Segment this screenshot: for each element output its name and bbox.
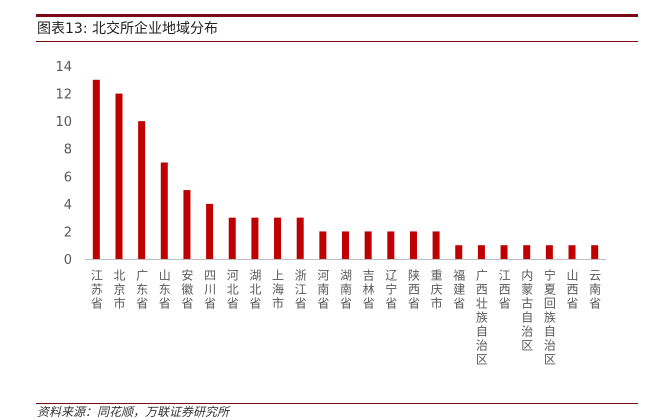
bar [364, 231, 372, 259]
x-tick-label: 浙江省 [293, 269, 307, 311]
x-axis-labels: 江苏省 北京市 广东省 山东省 安徽省 四川省 河北省 湖北省 上海市 浙江省 河南省 湖南省 吉林省辽… [89, 268, 601, 367]
x-tick-label: 广西壮族自治区 [474, 269, 488, 367]
y-tick-label: 6 [64, 170, 72, 185]
bar [455, 245, 463, 259]
x-tick-label: 宁夏回族自治区 [542, 268, 556, 367]
x-tick-label: 陕西省 [406, 268, 420, 311]
bar [115, 93, 123, 259]
y-axis-ticks: 0 2 4 6 8 10 12 14 [55, 60, 72, 268]
bar [523, 245, 531, 259]
y-tick-label: 2 [64, 225, 72, 240]
bar [160, 162, 168, 259]
figure-title: 图表13: 北交所企业地域分布 [37, 21, 218, 37]
y-tick-label: 14 [55, 60, 72, 75]
bar [432, 231, 440, 259]
bottom-rule [36, 403, 638, 404]
bar [251, 217, 259, 259]
x-tick-label: 重庆市 [429, 269, 443, 311]
x-tick-label: 山西省 [565, 269, 579, 311]
y-tick-label: 0 [64, 253, 72, 268]
x-tick-label: 湖北省 [248, 268, 262, 311]
bar [568, 245, 576, 259]
x-tick-label: 吉林省 [361, 269, 375, 311]
bar [409, 231, 417, 259]
bar [138, 121, 146, 260]
x-tick-label: 江西省 [497, 269, 511, 311]
bar [500, 245, 508, 259]
y-tick-label: 4 [64, 198, 72, 213]
x-tick-label: 安徽省 [180, 268, 194, 311]
y-tick-label: 12 [55, 88, 72, 103]
bars [92, 79, 599, 260]
bar [92, 79, 100, 260]
x-tick-label: 广东省 [135, 269, 149, 311]
bar [342, 231, 349, 259]
bar [274, 217, 282, 259]
bar [477, 245, 485, 259]
bar [183, 190, 191, 259]
x-tick-label: 云南省 [588, 269, 602, 311]
x-tick-label: 内蒙古自治区 [520, 269, 534, 353]
x-tick-label: 辽宁省 [384, 269, 398, 311]
title-rule [36, 41, 638, 42]
bar [206, 203, 214, 259]
bar [296, 217, 304, 259]
bar [591, 245, 599, 259]
x-tick-label: 江苏省 [89, 269, 103, 311]
bar [228, 217, 236, 259]
x-tick-label: 山东省 [157, 269, 171, 311]
x-tick-label: 河北省 [225, 269, 239, 311]
x-tick-label: 福建省 [452, 268, 466, 311]
x-tick-label: 四川省 [203, 269, 217, 311]
x-tick-label: 河南省 [316, 269, 330, 311]
y-tick-label: 10 [55, 115, 72, 130]
x-tick-label: 北京市 [112, 269, 126, 311]
bar [319, 231, 327, 259]
y-tick-label: 8 [64, 143, 72, 158]
x-tick-label: 上海市 [271, 269, 285, 311]
figure-source: 资料来源：同花顺，万联证券研究所 [37, 405, 230, 419]
bar [387, 231, 395, 259]
top-rule [36, 14, 638, 17]
bar [545, 245, 553, 259]
x-tick-label: 湖南省 [339, 268, 353, 311]
